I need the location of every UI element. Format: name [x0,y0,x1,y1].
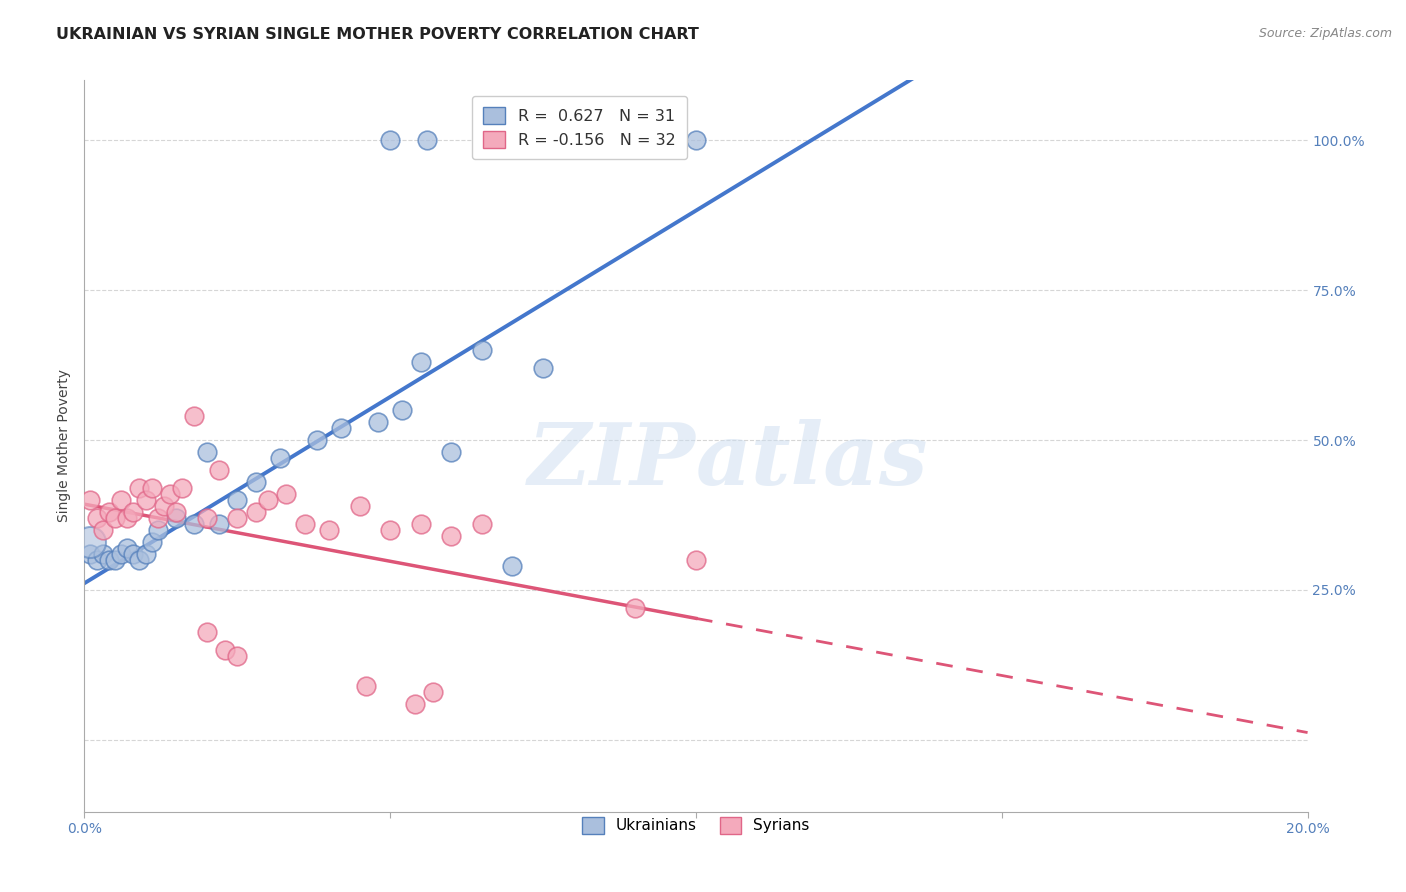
Point [502,558,524,573]
Point [91,547,114,561]
Point [104,511,127,525]
Point [195,624,218,639]
Point [349,499,371,513]
Point [624,133,647,147]
Point [97,553,120,567]
Point [110,547,132,561]
Point [624,600,647,615]
Text: atlas: atlas [696,419,928,502]
Point [86,553,108,567]
Y-axis label: Single Mother Poverty: Single Mother Poverty [58,369,72,523]
Point [153,499,176,513]
Point [226,511,249,525]
Point [305,433,328,447]
Point [226,648,249,663]
Point [330,421,353,435]
Point [513,133,536,147]
Point [122,547,145,561]
Point [245,505,267,519]
Point [422,685,444,699]
Point [91,523,114,537]
Legend: Ukrainians, Syrians: Ukrainians, Syrians [571,806,821,845]
Point [165,505,187,519]
Point [354,679,377,693]
Point [128,481,150,495]
Point [183,516,205,531]
Point [135,547,157,561]
Point [318,523,340,537]
Point [214,643,236,657]
Text: Source: ZipAtlas.com: Source: ZipAtlas.com [1258,27,1392,40]
Point [115,541,138,555]
Point [146,523,169,537]
Point [562,133,585,147]
Point [141,535,163,549]
Point [269,450,291,465]
Point [146,511,169,525]
Point [380,523,402,537]
Point [471,516,494,531]
Point [294,516,316,531]
Point [685,133,707,147]
Point [531,361,554,376]
Point [226,492,249,507]
Point [409,516,432,531]
Point [79,547,101,561]
Point [97,505,120,519]
Point [159,487,181,501]
Point [409,355,432,369]
Point [245,475,267,489]
Point [135,492,157,507]
Point [391,403,413,417]
Point [86,511,108,525]
Point [380,133,402,147]
Point [416,133,439,147]
Point [685,553,707,567]
Point [128,553,150,567]
Point [440,529,463,543]
Text: UKRAINIAN VS SYRIAN SINGLE MOTHER POVERTY CORRELATION CHART: UKRAINIAN VS SYRIAN SINGLE MOTHER POVERT… [56,27,699,42]
Point [104,553,127,567]
Text: ZIP: ZIP [529,419,696,502]
Point [208,463,231,477]
Point [367,415,389,429]
Point [257,492,280,507]
Point [122,505,145,519]
Point [79,492,101,507]
Point [440,445,463,459]
Point [404,697,426,711]
Point [208,516,231,531]
Point [79,535,101,549]
Point [115,511,138,525]
Point [110,492,132,507]
Point [195,511,218,525]
Point [165,511,187,525]
Point [471,343,494,357]
Point [276,487,298,501]
Point [172,481,194,495]
Point [183,409,205,423]
Point [141,481,163,495]
Point [195,445,218,459]
